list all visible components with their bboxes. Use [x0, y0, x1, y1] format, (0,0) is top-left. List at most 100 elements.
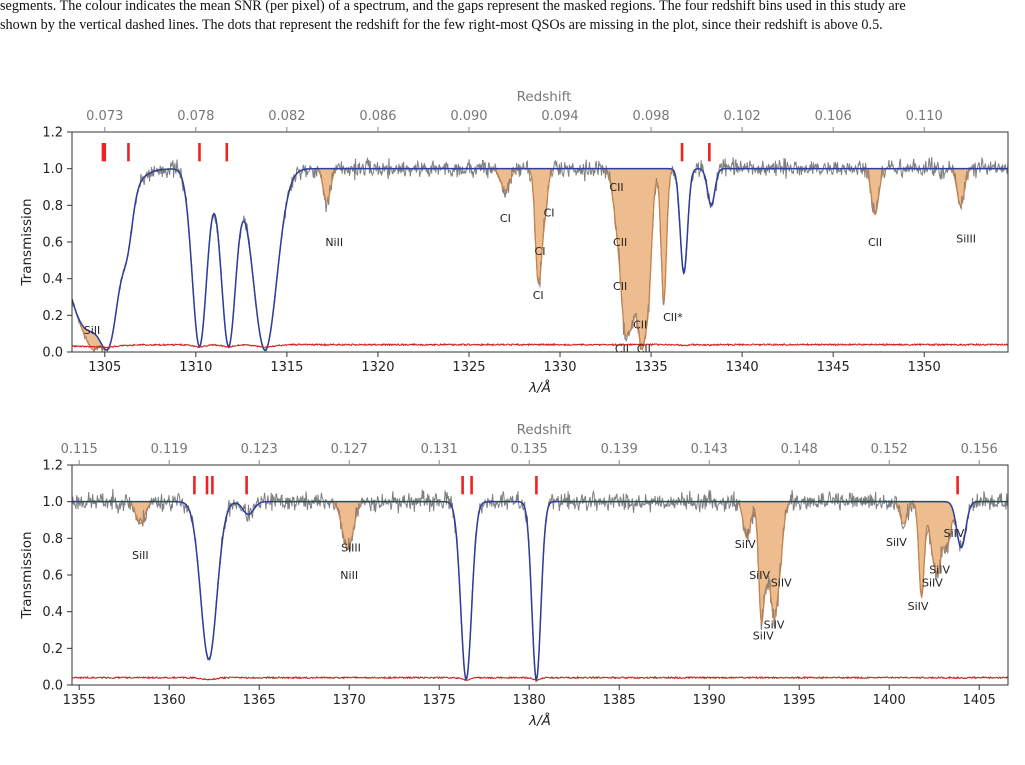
- figure-caption: segments. The colour indicates the mean …: [0, 0, 1018, 35]
- line-label: CII*: [663, 311, 683, 324]
- y-axis-title: Transmission: [19, 198, 35, 286]
- line-label: NiII: [340, 569, 358, 582]
- panel-2: SiIISiIIINiIISiIVSiIVSiIVSiIVSiIVSiIVSiI…: [19, 422, 1009, 729]
- x-tick-label: 1400: [873, 693, 906, 708]
- top-tick-label: 0.123: [241, 442, 278, 457]
- x-tick-label: 1385: [603, 693, 636, 708]
- line-label: CI: [500, 212, 511, 225]
- x-tick-label: 1305: [88, 360, 121, 375]
- y-axis-title: Transmission: [19, 531, 35, 619]
- top-axis-title: Redshift: [517, 422, 572, 438]
- x-tick-label: 1310: [179, 360, 212, 375]
- absorption-fill: [72, 168, 1008, 351]
- x-tick-label: 1345: [817, 360, 850, 375]
- caption-line-1: segments. The colour indicates the mean …: [0, 0, 906, 14]
- x-tick-label: 1380: [513, 693, 546, 708]
- top-tick-label: 0.135: [511, 442, 548, 457]
- continuum-model: [72, 500, 1008, 681]
- line-label: SiIV: [886, 536, 907, 549]
- x-axis-title: λ/Å: [528, 379, 551, 396]
- x-tick-label: 1395: [783, 693, 816, 708]
- top-tick-label: 0.073: [86, 109, 123, 124]
- top-tick-label: 0.119: [151, 442, 188, 457]
- line-label: SiIV: [944, 527, 965, 540]
- top-tick-label: 0.143: [691, 442, 728, 457]
- y-tick-label: 0.8: [42, 199, 63, 214]
- x-tick-label: 1390: [693, 693, 726, 708]
- top-tick-label: 0.127: [331, 442, 368, 457]
- y-tick-label: 1.2: [42, 459, 63, 474]
- line-label: SiIV: [749, 569, 770, 582]
- line-label: SiII: [132, 549, 149, 562]
- x-tick-label: 1335: [635, 360, 668, 375]
- line-label: CII: [868, 236, 882, 249]
- top-tick-label: 0.131: [421, 442, 458, 457]
- y-tick-label: 1.0: [42, 495, 63, 510]
- line-label: CII: [633, 319, 647, 332]
- line-label: CII: [615, 342, 629, 355]
- top-tick-label: 0.098: [632, 109, 669, 124]
- continuum-model: [72, 167, 1008, 351]
- top-tick-label: 0.086: [359, 109, 396, 124]
- line-label: SiIV: [764, 619, 785, 632]
- top-axis-title: Redshift: [517, 89, 572, 105]
- x-tick-label: 1320: [361, 360, 394, 375]
- y-tick-label: 1.0: [42, 162, 63, 177]
- line-label: NiII: [325, 236, 343, 249]
- top-tick-label: 0.102: [724, 109, 761, 124]
- y-tick-label: 0.4: [42, 605, 63, 620]
- y-tick-label: 0.8: [42, 532, 63, 547]
- x-tick-label: 1365: [243, 693, 276, 708]
- plot-area: [72, 143, 1008, 352]
- caption-line-2: shown by the vertical dashed lines. The …: [0, 17, 883, 33]
- y-tick-label: 0.2: [42, 309, 63, 324]
- line-label: CI: [535, 245, 546, 258]
- line-label: SiIV: [908, 600, 929, 613]
- error-spectrum: [72, 675, 1008, 681]
- top-tick-label: 0.148: [781, 442, 818, 457]
- y-tick-label: 0.4: [42, 272, 63, 287]
- y-tick-label: 0.6: [42, 569, 63, 584]
- x-tick-label: 1350: [908, 360, 941, 375]
- metal-model: [72, 501, 1008, 681]
- top-tick-label: 0.078: [177, 109, 214, 124]
- y-tick-label: 0.2: [42, 642, 63, 657]
- plot-area: [72, 476, 1008, 683]
- line-label: CII: [613, 280, 627, 293]
- y-tick-label: 0.0: [42, 346, 63, 361]
- x-tick-label: 1405: [963, 693, 996, 708]
- top-tick-label: 0.156: [961, 442, 998, 457]
- top-tick-label: 0.152: [871, 442, 908, 457]
- line-label: SiII: [84, 324, 101, 337]
- x-tick-label: 1370: [333, 693, 366, 708]
- line-label: CI: [544, 207, 555, 220]
- line-label: SiIV: [735, 538, 756, 551]
- line-label: SiIII: [341, 542, 361, 555]
- top-tick-label: 0.094: [541, 109, 578, 124]
- line-label: SiIV: [922, 576, 943, 589]
- line-label: CI: [533, 289, 544, 302]
- x-tick-label: 1375: [423, 693, 456, 708]
- error-spectrum: [72, 342, 1008, 349]
- line-label: SiIV: [753, 630, 774, 643]
- line-label: CII: [637, 342, 651, 355]
- top-tick-label: 0.110: [906, 109, 943, 124]
- x-tick-label: 1315: [270, 360, 303, 375]
- y-tick-label: 0.0: [42, 679, 63, 694]
- absorption-fill: [72, 501, 1008, 680]
- x-axis-title: λ/Å: [528, 712, 551, 729]
- observed-spectrum: [72, 488, 1008, 683]
- x-tick-label: 1330: [543, 360, 576, 375]
- line-label: SiIV: [929, 564, 950, 577]
- x-tick-label: 1360: [153, 693, 186, 708]
- top-tick-label: 0.139: [601, 442, 638, 457]
- top-tick-label: 0.082: [268, 109, 305, 124]
- y-tick-label: 1.2: [42, 126, 63, 141]
- line-label: SiIII: [956, 232, 976, 245]
- y-tick-label: 0.6: [42, 236, 63, 251]
- top-tick-label: 0.090: [450, 109, 487, 124]
- x-tick-label: 1355: [63, 693, 96, 708]
- line-label: CII: [613, 236, 627, 249]
- top-tick-label: 0.115: [61, 442, 98, 457]
